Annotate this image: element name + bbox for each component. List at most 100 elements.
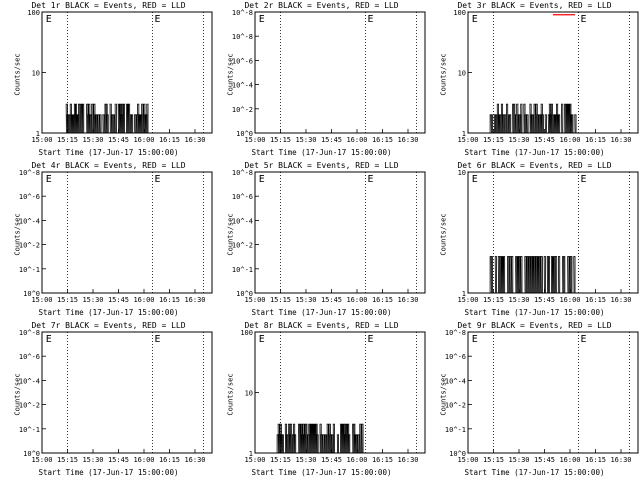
eclipse-marker: E: [46, 14, 52, 25]
x-tick-label: 16:15: [372, 456, 393, 464]
y-tick-label: 1: [462, 290, 466, 298]
y-tick-label: 10: [32, 70, 40, 78]
y-tick-label: 10^-2: [232, 106, 253, 114]
detector-panel: Det 5r BLACK = Events, RED = LLD Start Ti…: [215, 160, 428, 320]
y-tick-label: 10^-1: [232, 266, 253, 274]
x-tick-label: 15:45: [534, 136, 555, 144]
x-tick-label: 15:00: [457, 136, 478, 144]
chart-svg: 15:00 15:15 15:30 15:45 16:00 16:15 16:30 10^0 1…: [19, 169, 213, 304]
x-tick-label: 16:00: [346, 296, 367, 304]
y-tick-label: 100: [453, 9, 466, 17]
x-tick-label: 15:30: [295, 296, 316, 304]
y-tick-label: 10^-6: [19, 193, 40, 201]
x-tick-label: 16:15: [585, 136, 606, 144]
x-tick-label: 15:00: [244, 456, 265, 464]
x-tick-label: 16:00: [559, 136, 580, 144]
panel-title: Det 4r BLACK = Events, RED = LLD: [31, 161, 186, 170]
chart-svg: 15:00 15:15 15:30 15:45 16:00 16:15 16:30 10^0 1…: [232, 169, 426, 304]
panel-title: Det 2r BLACK = Events, RED = LLD: [244, 1, 399, 10]
x-tick-label: 16:00: [133, 296, 154, 304]
y-tick-label: 10^-8: [19, 329, 40, 337]
y-tick-label: 10^-2: [19, 402, 40, 410]
y-tick-label: 10^-4: [445, 377, 466, 385]
x-tick-label: 15:30: [82, 296, 103, 304]
x-tick-label: 15:15: [270, 136, 291, 144]
x-axis-title: Start Time (17-Jun-17 15:00:00): [464, 148, 605, 157]
x-tick-label: 16:30: [610, 296, 631, 304]
panel-title: Det 3r BLACK = Events, RED = LLD: [457, 1, 612, 10]
detector-panel: Det 1r BLACK = Events, RED = LLD Start Ti…: [2, 0, 215, 160]
x-tick-label: 16:15: [159, 136, 180, 144]
x-tick-label: 15:15: [57, 296, 78, 304]
x-tick-label: 16:00: [133, 456, 154, 464]
eclipse-marker: E: [155, 334, 161, 345]
x-tick-label: 16:30: [397, 136, 418, 144]
x-axis-title: Start Time (17-Jun-17 15:00:00): [464, 308, 605, 317]
x-axis-title: Start Time (17-Jun-17 15:00:00): [38, 308, 179, 317]
panel-title: Det 7r BLACK = Events, RED = LLD: [31, 321, 186, 330]
chart-svg: 15:00 15:15 15:30 15:45 16:00 16:15 16:30 10^0 1…: [232, 9, 426, 144]
x-tick-label: 16:30: [397, 456, 418, 464]
plot-frame: [41, 331, 213, 454]
x-tick-label: 15:15: [483, 136, 504, 144]
detector-panel: Det 7r BLACK = Events, RED = LLD Start Ti…: [2, 320, 215, 480]
y-tick-label: 10^-4: [232, 82, 253, 90]
y-tick-label: 10^-8: [232, 169, 253, 177]
detector-panel: Det 6r BLACK = Events, RED = LLD Start Ti…: [428, 160, 640, 320]
x-tick-label: 16:15: [585, 296, 606, 304]
y-tick-label: 10^-4: [19, 217, 40, 225]
eclipse-marker: E: [155, 14, 161, 25]
eclipse-marker: E: [259, 14, 265, 25]
chart-svg: 15:00 15:15 15:30 15:45 16:00 16:15 16:30 1 10 10…: [240, 329, 426, 464]
eclipse-marker: E: [46, 334, 52, 345]
x-tick-label: 16:15: [372, 136, 393, 144]
x-tick-label: 16:30: [184, 136, 205, 144]
x-tick-label: 15:15: [483, 296, 504, 304]
y-tick-label: 10^-6: [232, 57, 253, 65]
y-tick-label: 10^0: [449, 450, 466, 458]
y-tick-label: 10: [245, 390, 253, 398]
x-tick-label: 16:00: [133, 136, 154, 144]
x-tick-label: 15:00: [31, 296, 52, 304]
plot-frame: [254, 171, 426, 294]
y-tick-label: 1: [36, 130, 40, 138]
eclipse-marker: E: [259, 334, 265, 345]
x-tick-label: 16:15: [585, 456, 606, 464]
x-tick-label: 15:45: [108, 136, 129, 144]
events-trace: [276, 423, 364, 454]
x-tick-label: 15:45: [534, 296, 555, 304]
y-tick-label: 10^-2: [232, 242, 253, 250]
y-tick-label: 10^-1: [445, 426, 466, 434]
x-tick-label: 15:00: [31, 136, 52, 144]
plot-frame: [41, 171, 213, 294]
x-tick-label: 16:30: [610, 456, 631, 464]
y-tick-label: 10^-2: [19, 242, 40, 250]
y-tick-label: 100: [27, 9, 40, 17]
x-axis-title: Start Time (17-Jun-17 15:00:00): [38, 468, 179, 477]
x-tick-label: 15:45: [321, 296, 342, 304]
detector-panel: Det 8r BLACK = Events, RED = LLD Start Ti…: [215, 320, 428, 480]
x-tick-label: 15:15: [270, 456, 291, 464]
y-tick-label: 10^-8: [232, 33, 253, 41]
eclipse-marker: E: [368, 174, 374, 185]
panel-title: Det 6r BLACK = Events, RED = LLD: [457, 161, 612, 170]
eclipse-marker: E: [472, 334, 478, 345]
eclipse-marker: E: [581, 334, 587, 345]
y-tick-label: 10^0: [236, 130, 253, 138]
chart-svg: 15:00 15:15 15:30 15:45 16:00 16:15 16:30 1 10 10…: [27, 9, 213, 144]
x-tick-label: 16:15: [159, 456, 180, 464]
x-axis-title: Start Time (17-Jun-17 15:00:00): [251, 148, 392, 157]
y-tick-label: 10^-1: [19, 426, 40, 434]
plot-frame: [467, 331, 639, 454]
y-tick-label: 10^-8: [19, 169, 40, 177]
x-tick-label: 15:00: [244, 136, 265, 144]
eclipse-marker: E: [472, 174, 478, 185]
x-tick-label: 15:30: [82, 136, 103, 144]
y-tick-label: 10^-6: [19, 353, 40, 361]
x-axis-title: Start Time (17-Jun-17 15:00:00): [464, 468, 605, 477]
x-axis-title: Start Time (17-Jun-17 15:00:00): [38, 148, 179, 157]
x-tick-label: 16:00: [559, 296, 580, 304]
x-tick-label: 15:45: [321, 456, 342, 464]
y-tick-label: 1: [462, 130, 466, 138]
